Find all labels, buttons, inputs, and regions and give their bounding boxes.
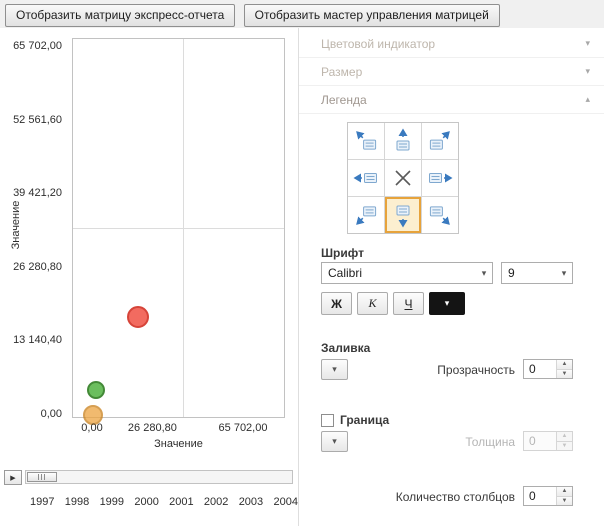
x-axis-tick-label: 26 280,80	[127, 422, 177, 434]
settings-panel: Цветовой индикатор ▾ Размер ▾ Легенда ▴ …	[298, 28, 604, 526]
y-axis-tick-label: 26 280,80	[13, 260, 62, 273]
chevron-down-icon: ▾	[561, 267, 567, 278]
thickness-value: 0	[529, 434, 536, 448]
chevron-down-icon: ▾	[481, 267, 487, 278]
font-family-value: Calibri	[328, 266, 363, 280]
legend-position-left[interactable]	[348, 160, 384, 196]
play-icon: ▶	[10, 474, 16, 482]
year-label: 1998	[64, 496, 90, 508]
legend-position-right[interactable]	[422, 160, 458, 196]
bubble-point[interactable]	[127, 305, 150, 328]
fill-color-button[interactable]: ▾	[321, 359, 348, 380]
columns-value: 0	[529, 489, 536, 503]
font-style-buttons: Ж К Ч ▾	[321, 292, 465, 315]
bubble-point[interactable]	[83, 405, 103, 425]
chevron-down-icon: ▾	[332, 364, 337, 374]
plot-area	[72, 38, 285, 425]
bold-button[interactable]: Ж	[321, 292, 352, 315]
show-express-report-matrix-button[interactable]: Отобразить матрицу экспресс-отчета	[5, 4, 236, 27]
y-axis: 65 702,00 52 561,60 39 421,20 26 280,80 13 1…	[0, 28, 64, 448]
toolbar: Отобразить матрицу экспресс-отчета Отобр…	[0, 0, 604, 28]
border-checkbox[interactable]	[321, 414, 334, 427]
legend-position-none[interactable]	[385, 160, 421, 196]
year-label: 2000	[134, 496, 159, 508]
border-color-button[interactable]: ▾	[321, 431, 348, 452]
spin-up-button[interactable]: ▲	[557, 487, 572, 496]
year-label: 1997	[30, 496, 55, 508]
chevron-down-icon: ▾	[585, 66, 590, 76]
italic-button[interactable]: К	[357, 292, 388, 315]
spin-down-button: ▼	[557, 440, 572, 450]
bubble-point[interactable]	[86, 381, 105, 400]
year-label: 1999	[99, 496, 125, 508]
section-header-legend[interactable]: Легенда ▴	[299, 86, 604, 114]
year-label: 2004	[273, 496, 298, 508]
main-content: Значение 65 702,00 52 561,60 39 421,20 26 2…	[0, 28, 604, 526]
y-axis-tick-label: 13 140,40	[13, 334, 62, 347]
font-size-value: 9	[508, 266, 515, 280]
spin-up-button[interactable]: ▲	[557, 360, 572, 369]
chevron-up-icon: ▴	[585, 94, 590, 104]
columns-spinner[interactable]: 0 ▲ ▼	[523, 486, 573, 506]
spin-up-button: ▲	[557, 432, 572, 441]
legend-position-up[interactable]	[385, 123, 421, 159]
year-label: 2001	[169, 496, 194, 508]
transparency-value: 0	[529, 362, 536, 376]
fill-group-label: Заливка	[321, 341, 371, 355]
timeline-thumb[interactable]	[27, 472, 57, 482]
border-group-label: Граница	[340, 413, 390, 427]
spin-down-button[interactable]: ▼	[557, 368, 572, 378]
font-size-select[interactable]: 9 ▾	[501, 262, 573, 284]
legend-position-down-right[interactable]	[422, 197, 458, 233]
section-label: Цветовой индикатор	[321, 36, 436, 51]
section-label: Размер	[321, 64, 363, 79]
section-header-size: Размер ▾	[299, 58, 604, 86]
legend-position-picker	[347, 122, 459, 234]
font-color-button[interactable]: ▾	[429, 292, 465, 315]
year-label: 2002	[203, 496, 229, 508]
x-axis-tick-label: 0,00	[81, 422, 103, 434]
y-axis-tick-label: 0,00	[40, 408, 62, 420]
thickness-label: Толщина	[465, 435, 515, 449]
chevron-down-icon: ▾	[444, 298, 450, 308]
chevron-down-icon: ▾	[332, 436, 337, 446]
horizontal-gridline	[73, 228, 284, 229]
section-header-color-indicator: Цветовой индикатор ▾	[299, 30, 604, 58]
y-axis-tick-label: 39 421,20	[13, 187, 62, 200]
y-axis-tick-label: 52 561,60	[13, 113, 62, 126]
legend-position-up-right[interactable]	[422, 123, 458, 159]
transparency-spinner[interactable]: 0 ▲ ▼	[523, 359, 573, 379]
font-group-label: Шрифт	[321, 246, 364, 260]
x-axis-title: Значение	[154, 438, 203, 450]
legend-position-down[interactable]	[385, 197, 421, 233]
underline-button[interactable]: Ч	[393, 292, 424, 315]
x-axis: 0,00 26 280,80 65 702,00	[72, 422, 285, 436]
timeline-years: 1997 1998 1999 2000 2001 2002 2003 2004	[30, 496, 298, 508]
spin-down-button[interactable]: ▼	[557, 495, 572, 505]
chevron-down-icon: ▾	[585, 38, 590, 48]
timeline-scrollbar[interactable]	[25, 470, 293, 484]
y-axis-tick-label: 65 702,00	[13, 40, 62, 52]
play-button[interactable]: ▶	[4, 470, 22, 485]
columns-label: Количество столбцов	[395, 490, 515, 504]
font-family-select[interactable]: Calibri ▾	[321, 262, 493, 284]
grip-icon	[38, 474, 46, 480]
chart-pane: Значение 65 702,00 52 561,60 39 421,20 26 2…	[0, 28, 298, 526]
legend-position-down-left[interactable]	[348, 197, 384, 233]
legend-position-up-left[interactable]	[348, 123, 384, 159]
year-label: 2003	[238, 496, 264, 508]
thickness-spinner: 0 ▲ ▼	[523, 431, 573, 451]
transparency-label: Прозрачность	[437, 363, 515, 377]
section-label: Легенда	[321, 92, 367, 107]
show-matrix-wizard-button[interactable]: Отобразить мастер управления матрицей	[243, 4, 500, 27]
x-axis-tick-label: 65 702,00	[218, 422, 268, 434]
